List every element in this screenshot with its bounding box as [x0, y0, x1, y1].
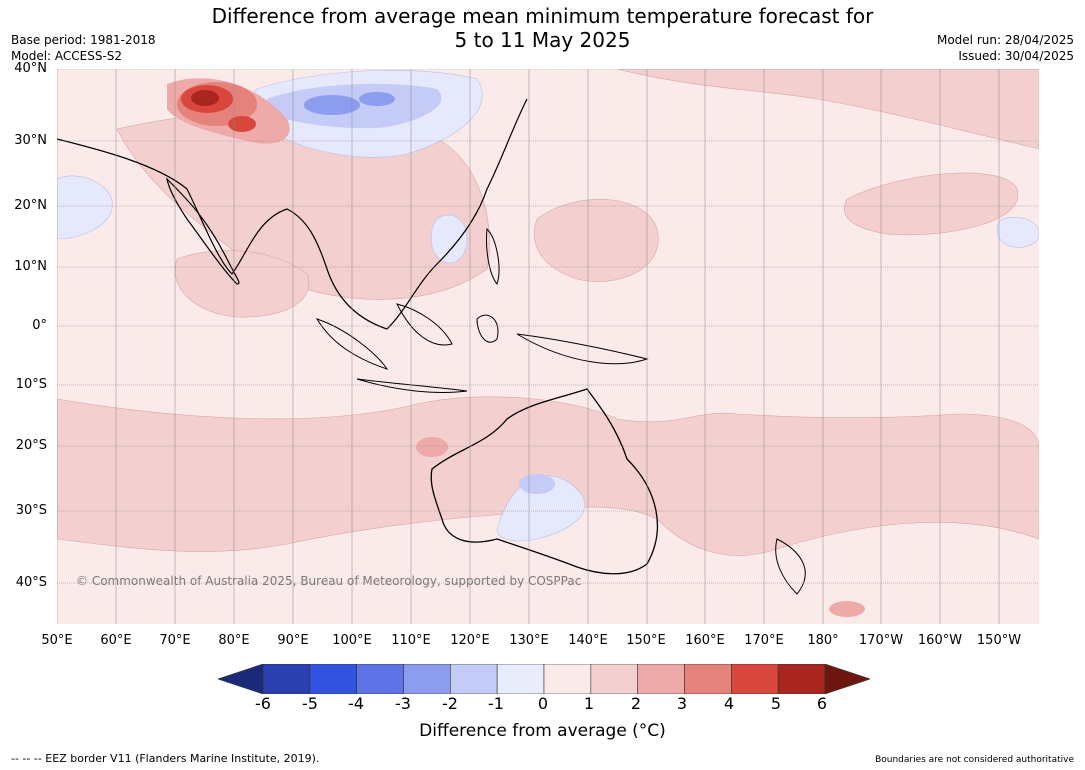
lat-tick: 10°N — [14, 259, 47, 274]
lon-tick: 100°E — [332, 633, 372, 648]
colorbar-extend-high — [824, 664, 870, 694]
colorbar-cell — [403, 664, 451, 694]
lon-tick: 110°E — [391, 633, 431, 648]
title-line-1: Difference from average mean minimum tem… — [211, 4, 874, 28]
map-title: Difference from average mean minimum tem… — [0, 4, 1085, 52]
colorbar-label: -4 — [348, 694, 364, 713]
colorbar-cell — [356, 664, 404, 694]
lon-tick: 90°E — [277, 633, 309, 648]
lat-tick: 10°S — [15, 377, 47, 392]
lat-tick: 40°S — [15, 575, 47, 590]
model-name: Model: ACCESS-S2 — [11, 49, 123, 63]
colorbar-cell — [777, 664, 826, 694]
lat-tick: 0° — [32, 318, 47, 333]
colorbar-label: 3 — [676, 694, 688, 713]
lon-tick: 160°E — [685, 633, 725, 648]
colorbar-label: 5 — [770, 694, 782, 713]
title-line-2: 5 to 11 May 2025 — [454, 28, 631, 52]
colorbar-label: -1 — [488, 694, 504, 713]
base-period: Base period: 1981-2018 — [11, 33, 156, 47]
lon-tick: 180° — [807, 633, 839, 648]
lon-tick: 170°E — [744, 633, 784, 648]
colorbar-title: Difference from average (°C) — [419, 721, 666, 741]
map-canvas — [57, 69, 1039, 624]
lon-tick: 160°W — [917, 633, 963, 648]
eez-legend: -- -- -- EEZ border V11 (Flanders Marine… — [11, 752, 320, 765]
lon-tick: 80°E — [218, 633, 250, 648]
colorbar-cell — [731, 664, 779, 694]
asia-coastline — [57, 98, 528, 330]
lon-tick: 50°E — [41, 633, 73, 648]
colorbar-label: 6 — [816, 694, 828, 713]
model-run: Model run: 28/04/2025 — [936, 33, 1074, 47]
lat-tick: 20°N — [14, 198, 47, 213]
colorbar-label: 1 — [583, 694, 595, 713]
lon-tick: 150°W — [976, 633, 1022, 648]
colorbar-label: -2 — [442, 694, 458, 713]
lon-tick: 120°E — [450, 633, 490, 648]
lon-tick: 170°W — [858, 633, 904, 648]
colorbar-label: -5 — [302, 694, 318, 713]
colorbar-cell — [543, 664, 592, 694]
copyright-notice: © Commonwealth of Australia 2025, Bureau… — [76, 574, 582, 588]
colorbar-label: -6 — [255, 694, 271, 713]
lon-tick: 70°E — [159, 633, 191, 648]
colorbar-label: -3 — [395, 694, 411, 713]
meta-right: Model run: 28/04/2025 Issued: 30/04/2025 — [937, 32, 1074, 64]
anomaly-hotspot — [167, 78, 865, 617]
india-coastline — [166, 177, 240, 285]
lon-tick: 140°E — [568, 633, 608, 648]
colorbar-cell — [496, 664, 545, 694]
colorbar-cell — [262, 664, 311, 694]
colorbar-label: 0 — [537, 694, 549, 713]
colorbar-label: 2 — [630, 694, 642, 713]
australia-coastline — [430, 388, 659, 575]
boundaries-disclaimer: Boundaries are not considered authoritat… — [875, 755, 1074, 765]
lat-tick: 30°S — [15, 503, 47, 518]
lon-tick: 130°E — [509, 633, 549, 648]
meridians — [57, 69, 1000, 624]
graticule — [57, 69, 1039, 584]
colorbar-cell — [637, 664, 685, 694]
lat-tick: 40°N — [14, 61, 47, 76]
meta-left: Base period: 1981-2018 Model: ACCESS-S2 — [11, 32, 156, 64]
issued-date: Issued: 30/04/2025 — [958, 49, 1074, 63]
lat-tick: 30°N — [14, 133, 47, 148]
colorbar-cell — [590, 664, 638, 694]
colorbar — [218, 664, 870, 694]
colorbar-cell — [684, 664, 732, 694]
colorbar-cell — [450, 664, 498, 694]
colorbar-extend-low — [218, 664, 264, 694]
lat-tick: 20°S — [15, 438, 47, 453]
colorbar-cells — [218, 664, 870, 694]
lon-tick: 60°E — [100, 633, 132, 648]
lon-tick: 150°E — [626, 633, 666, 648]
colorbar-cell — [309, 664, 357, 694]
colorbar-label: 4 — [723, 694, 735, 713]
anomaly-minus-3-regions — [304, 92, 395, 115]
